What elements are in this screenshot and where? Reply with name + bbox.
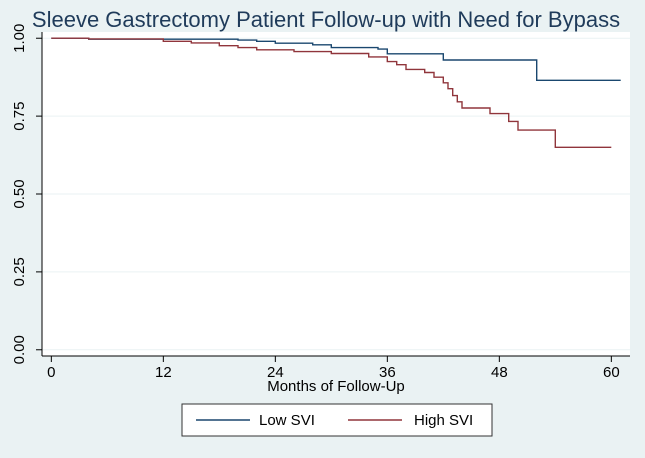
legend: Low SVI High SVI xyxy=(181,403,493,437)
legend-label-low-svi: Low SVI xyxy=(259,412,315,429)
y-tick-label: 0.50 xyxy=(11,179,28,208)
y-tick-label: 0.00 xyxy=(11,335,28,364)
x-tick-label: 36 xyxy=(379,364,396,381)
x-axis-title: Months of Follow-Up xyxy=(267,378,405,395)
series-line-high-svi xyxy=(51,37,612,148)
axes: 0.00 0.25 0.50 0.75 1.00 0 12 24 36 48 60 xyxy=(11,24,630,381)
y-tick-label: 1.00 xyxy=(11,24,28,53)
x-tick-label: 48 xyxy=(491,364,508,381)
chart-title: Sleeve Gastrectomy Patient Follow-up wit… xyxy=(32,7,620,32)
series-lines xyxy=(51,37,621,148)
x-tick-label: 24 xyxy=(267,364,284,381)
series-line-low-svi xyxy=(51,37,621,81)
y-tick-label: 0.75 xyxy=(11,102,28,131)
y-tick-label: 0.25 xyxy=(11,257,28,286)
legend-label-high-svi: High SVI xyxy=(414,412,473,429)
x-tick-label: 60 xyxy=(603,364,620,381)
gridlines xyxy=(42,37,630,351)
x-tick-label: 12 xyxy=(155,364,172,381)
x-tick-label: 0 xyxy=(47,364,55,381)
